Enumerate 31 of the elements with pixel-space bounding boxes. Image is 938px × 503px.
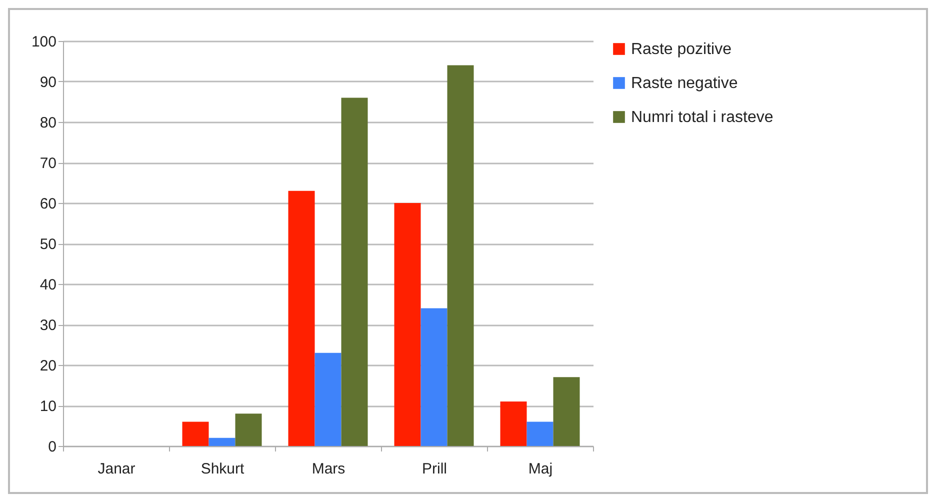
y-tick-label: 0 bbox=[48, 438, 56, 456]
bar bbox=[341, 98, 368, 446]
bar bbox=[526, 422, 554, 446]
bar bbox=[553, 377, 580, 446]
y-tick-label: 40 bbox=[40, 276, 56, 294]
bar bbox=[394, 203, 421, 446]
y-tick-label: 60 bbox=[40, 196, 56, 212]
x-tick-label: Maj bbox=[528, 460, 553, 478]
bar bbox=[208, 438, 236, 446]
legend-label: Raste negative bbox=[631, 75, 738, 92]
y-tick-label: 30 bbox=[40, 317, 56, 334]
bar bbox=[288, 190, 315, 446]
y-tick-label: 50 bbox=[40, 236, 56, 253]
x-tick-label: Shkurt bbox=[200, 460, 246, 478]
x-tick-label: Prill bbox=[422, 460, 447, 478]
bar bbox=[182, 422, 209, 446]
legend-label: Numri total i rasteve bbox=[631, 109, 774, 126]
bar bbox=[447, 65, 474, 446]
y-tick-label: 90 bbox=[40, 74, 56, 91]
bar bbox=[314, 352, 342, 446]
y-tick-label: 20 bbox=[40, 358, 56, 374]
bar bbox=[500, 401, 527, 446]
y-tick-label: 80 bbox=[40, 114, 56, 132]
bar bbox=[420, 308, 448, 446]
x-tick-label: Janar bbox=[98, 460, 136, 478]
y-tick-label: 100 bbox=[31, 34, 56, 50]
legend-label: Raste pozitive bbox=[631, 41, 732, 58]
x-tick-label: Mars bbox=[312, 460, 346, 478]
y-tick-label: 10 bbox=[40, 398, 56, 415]
y-tick-label: 70 bbox=[40, 155, 56, 172]
bar bbox=[235, 414, 262, 446]
